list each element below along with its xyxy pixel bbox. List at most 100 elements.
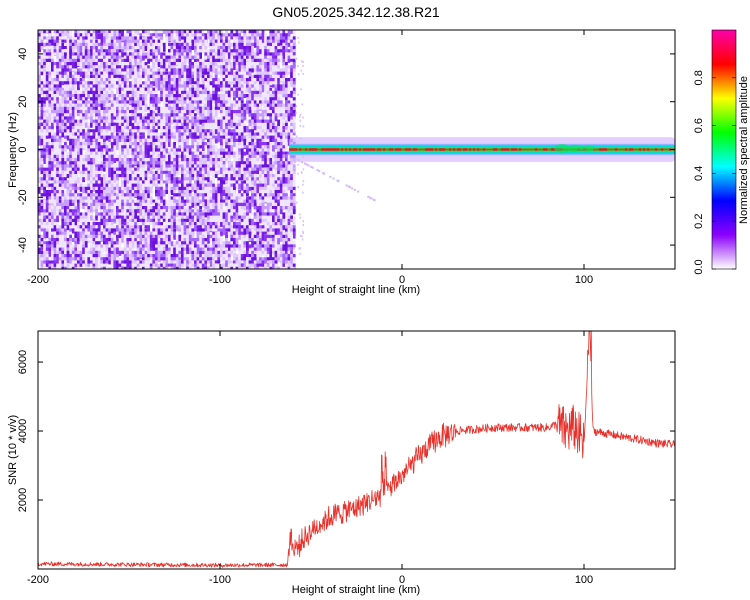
heatmap-cell xyxy=(227,36,231,41)
heatmap-cell xyxy=(285,138,288,142)
heatmap-cell xyxy=(209,129,213,135)
heatmap-cell xyxy=(175,116,179,121)
heatmap-cell xyxy=(90,199,93,206)
heatmap-cell xyxy=(261,33,265,44)
heatmap-cell xyxy=(43,97,46,104)
heatmap-cell xyxy=(227,158,231,161)
heatmap-cell xyxy=(155,55,158,59)
heatmap-cell xyxy=(74,167,78,174)
heatmap-cell xyxy=(113,151,117,158)
heatmap-cell xyxy=(118,167,122,173)
heatmap-cell xyxy=(71,161,75,167)
heatmap-cell xyxy=(191,110,195,113)
heatmap-cell xyxy=(246,74,249,79)
heatmap-cell xyxy=(274,202,278,207)
heatmap-cell xyxy=(105,65,109,69)
heatmap-cell xyxy=(290,206,293,209)
heatmap-cell xyxy=(209,81,213,86)
heatmap-cell xyxy=(214,151,218,162)
heatmap-cell xyxy=(178,177,182,184)
heatmap-cell xyxy=(77,62,80,66)
heatmap-cell xyxy=(136,167,140,174)
heatmap-cell xyxy=(287,71,291,75)
heatmap-cell xyxy=(251,158,254,162)
heatmap-cell xyxy=(261,113,265,123)
heatmap-cell xyxy=(227,154,231,161)
heatmap-cell xyxy=(110,206,114,211)
heatmap-cell xyxy=(129,87,132,93)
heatmap-cell xyxy=(225,97,228,103)
heatmap-cell xyxy=(160,110,163,116)
heatmap-cell xyxy=(134,135,137,139)
heatmap-cell xyxy=(45,129,49,135)
heatmap-cell xyxy=(240,65,244,69)
heatmap-cell xyxy=(259,202,262,207)
heatmap-cell xyxy=(105,202,109,211)
heatmap-cell xyxy=(264,103,267,107)
heatmap-cell xyxy=(240,151,244,155)
heatmap-cell xyxy=(100,33,104,44)
heatmap-cell xyxy=(204,151,208,157)
heatmap-cell xyxy=(212,151,215,155)
heatmap-cell xyxy=(56,78,59,84)
heatmap-cell xyxy=(61,209,65,213)
heatmap-cell xyxy=(225,167,228,171)
heatmap-cell xyxy=(53,49,57,55)
heatmap-cell xyxy=(264,164,267,168)
heatmap-cell xyxy=(84,33,88,40)
heatmap-cell xyxy=(212,202,215,212)
heatmap-cell xyxy=(142,190,145,194)
heatmap-cell xyxy=(225,116,228,123)
heatmap-cell xyxy=(285,81,288,86)
heatmap-cell xyxy=(58,52,62,61)
heatmap-cell xyxy=(116,39,119,44)
heatmap-cell xyxy=(178,74,182,79)
heatmap-cell xyxy=(217,46,221,49)
heatmap-cell xyxy=(116,170,119,174)
heatmap-cell xyxy=(251,193,254,200)
heatmap-cell xyxy=(173,196,176,200)
heatmap-cell xyxy=(287,94,291,100)
heatmap-cell xyxy=(253,30,257,36)
heatmap-cell xyxy=(196,138,200,144)
heatmap-cell xyxy=(87,167,91,171)
heatmap-cell xyxy=(285,170,288,175)
heatmap-cell xyxy=(207,206,210,209)
heatmap-cell xyxy=(139,113,143,124)
heatmap-cell xyxy=(248,183,252,187)
heatmap-cell xyxy=(175,39,179,44)
heatmap-cell xyxy=(110,49,114,54)
heatmap-cell xyxy=(240,52,244,58)
heatmap-cell xyxy=(84,42,88,46)
heatmap-cell xyxy=(126,158,130,163)
heatmap-cell xyxy=(134,33,137,40)
heatmap-cell xyxy=(69,81,72,85)
heatmap-cell xyxy=(199,206,202,209)
heatmap-cell xyxy=(217,65,221,69)
heatmap-cell xyxy=(139,39,143,45)
heatmap-cell xyxy=(157,103,161,110)
heatmap-cell xyxy=(287,167,291,172)
heatmap-cell xyxy=(256,46,260,50)
heatmap-cell xyxy=(79,78,83,81)
heatmap-cell xyxy=(183,193,187,198)
heatmap-cell xyxy=(217,206,221,209)
heatmap-cell xyxy=(194,126,197,135)
heatmap-cell xyxy=(240,170,244,175)
heatmap-cell xyxy=(194,209,197,215)
heatmap-cell xyxy=(74,129,78,133)
heatmap-cell xyxy=(149,196,153,201)
heatmap-cell xyxy=(134,202,137,206)
heatmap-cell xyxy=(175,196,179,201)
heatmap-cell xyxy=(261,206,265,209)
heatmap-cell xyxy=(48,71,52,76)
heatmap-cell xyxy=(97,129,101,136)
heatmap-cell xyxy=(194,33,197,40)
heatmap-cell xyxy=(147,116,150,123)
heatmap-cell xyxy=(136,97,140,102)
heatmap-cell xyxy=(207,199,210,203)
heatmap-cell xyxy=(110,142,114,149)
heatmap-cell xyxy=(272,84,275,90)
heatmap-cell xyxy=(209,42,213,47)
heatmap-cell xyxy=(220,42,223,46)
